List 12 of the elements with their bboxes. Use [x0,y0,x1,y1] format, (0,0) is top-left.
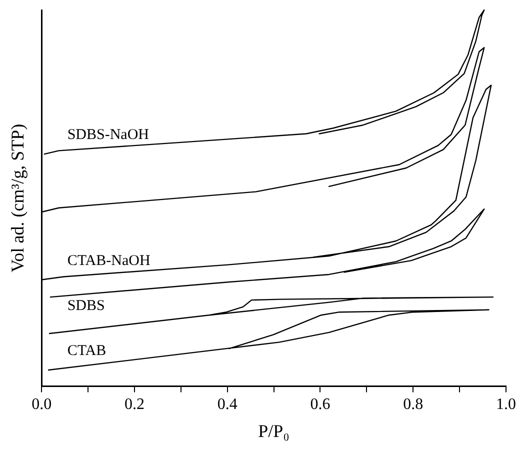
x-tick-label: 0.2 [124,396,144,414]
series-label: SDBS [67,298,105,314]
x-tick-label: 0.8 [403,396,424,414]
x-axis-title: P/P₀ [258,420,290,441]
series-label: SDBS-NaOH [67,127,150,144]
x-tick-label: 0.0 [32,396,52,414]
x-tick-label: 1.0 [496,396,516,414]
y-axis-title: Vol ad. (cm³/g, STP) [8,124,28,272]
series-label: CTAB [67,343,106,360]
x-tick-label: 0.6 [310,396,330,414]
x-tick-label: 0.4 [217,396,238,414]
series-label: CTAB-NaOH [67,253,150,270]
